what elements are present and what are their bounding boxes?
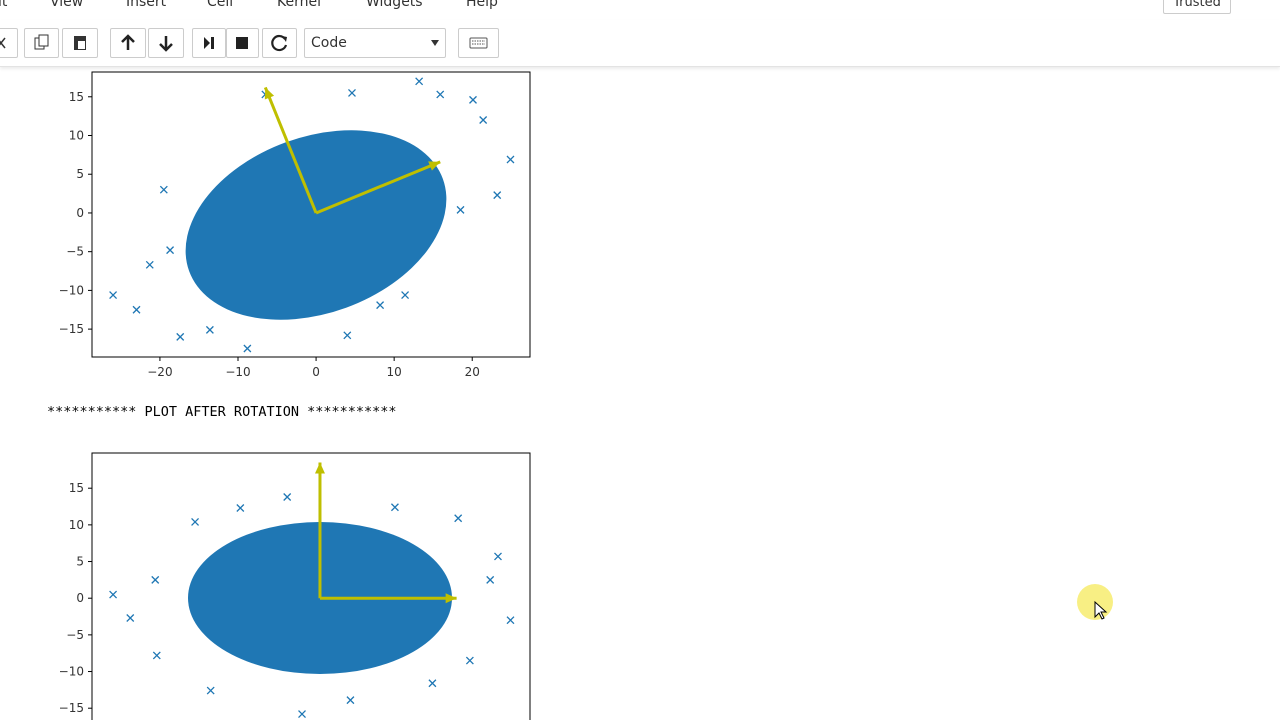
- point-marker: [159, 185, 168, 194]
- point-marker: [152, 651, 161, 660]
- x-tick-label: 20: [465, 365, 480, 379]
- move-up-button[interactable]: [110, 28, 146, 58]
- cut-button[interactable]: [0, 28, 18, 58]
- point-marker: [283, 493, 292, 501]
- y-tick-label: −5: [66, 245, 84, 259]
- keyboard-button[interactable]: [458, 28, 499, 58]
- point-marker: [506, 616, 515, 625]
- x-tick-label: −10: [225, 365, 250, 379]
- y-tick-label: −10: [59, 283, 84, 297]
- point-marker: [415, 77, 424, 86]
- output-text: *********** PLOT AFTER ROTATION ********…: [47, 404, 397, 420]
- copy-button[interactable]: [24, 28, 59, 58]
- menu-item[interactable]: Kernel: [277, 0, 321, 10]
- y-tick-label: 0: [76, 206, 84, 220]
- menu-item[interactable]: it: [0, 0, 8, 10]
- point-marker: [454, 514, 463, 523]
- menu-item[interactable]: View: [50, 0, 84, 10]
- point-marker: [493, 191, 502, 200]
- point-marker: [109, 590, 118, 599]
- point-marker: [243, 344, 252, 353]
- point-marker: [151, 575, 160, 584]
- point-marker: [486, 575, 495, 584]
- point-marker: [469, 95, 477, 104]
- point-marker: [465, 656, 474, 665]
- y-tick-label: 5: [76, 167, 84, 181]
- dense-point-cloud: [185, 130, 447, 320]
- point-marker: [298, 710, 306, 719]
- y-tick-label: −15: [59, 322, 84, 336]
- point-marker: [176, 332, 185, 341]
- y-tick-label: 5: [76, 555, 84, 569]
- y-tick-label: 0: [76, 591, 84, 605]
- arrow-head: [428, 161, 441, 171]
- y-tick-label: −15: [59, 701, 84, 715]
- point-marker: [376, 301, 385, 310]
- point-marker: [494, 552, 502, 561]
- restart-button[interactable]: [262, 28, 297, 58]
- point-marker: [436, 90, 445, 99]
- menu-item[interactable]: Widgets: [366, 0, 423, 10]
- axes-frame: [91, 71, 531, 358]
- y-tick-label: −10: [59, 665, 84, 679]
- vector-arrow: [263, 86, 318, 214]
- point-marker: [506, 155, 515, 164]
- x-tick-label: 10: [387, 365, 402, 379]
- point-marker: [390, 503, 399, 512]
- point-marker: [205, 325, 214, 334]
- point-marker: [191, 517, 200, 526]
- scatter-plot: −15 −10 −5 0 5 10 15 −20 −10 0 10 20: [59, 71, 531, 379]
- trusted-indicator[interactable]: Trusted: [1163, 0, 1231, 14]
- stop-button[interactable]: [226, 28, 259, 58]
- scatter-plot: −15 −10 −5 0 5 10 15: [59, 452, 531, 720]
- point-marker: [132, 305, 141, 314]
- run-button[interactable]: [192, 28, 226, 58]
- mouse-cursor: [1094, 600, 1108, 620]
- vector-arrow: [315, 160, 441, 215]
- point-marker: [206, 686, 215, 695]
- menu-bar: it View Insert Cell Kernel Widgets Help …: [0, 0, 1280, 20]
- axes-frame: [91, 452, 531, 720]
- menu-item[interactable]: Help: [466, 0, 498, 10]
- point-marker: [456, 205, 465, 214]
- point-marker: [348, 88, 356, 97]
- menu-item[interactable]: Insert: [126, 0, 167, 10]
- point-marker: [401, 291, 410, 300]
- move-down-button[interactable]: [148, 28, 184, 58]
- paste-button[interactable]: [62, 28, 98, 58]
- y-tick-label: −5: [66, 628, 84, 642]
- x-tick-label: 0: [312, 365, 320, 379]
- point-marker: [343, 331, 352, 340]
- menu-item[interactable]: Cell: [207, 0, 234, 10]
- y-tick-label: 15: [69, 90, 84, 104]
- arrow-head: [314, 462, 325, 474]
- x-tick-label: −20: [147, 365, 172, 379]
- point-marker: [479, 116, 488, 124]
- toolbar: Code: [0, 20, 1280, 67]
- point-marker: [346, 696, 355, 705]
- point-marker: [428, 679, 437, 688]
- y-tick-label: 15: [69, 481, 84, 495]
- y-tick-label: 10: [69, 129, 84, 143]
- point-marker: [109, 291, 118, 300]
- point-marker: [145, 260, 154, 269]
- arrow-head: [445, 593, 457, 604]
- arrow-head: [264, 87, 275, 100]
- point-marker: [166, 246, 175, 255]
- cell-type-select[interactable]: Code: [304, 28, 446, 58]
- point-marker: [126, 614, 135, 622]
- y-tick-label: 10: [69, 518, 84, 532]
- cell-type: Code: [311, 35, 347, 51]
- point-marker: [236, 504, 245, 512]
